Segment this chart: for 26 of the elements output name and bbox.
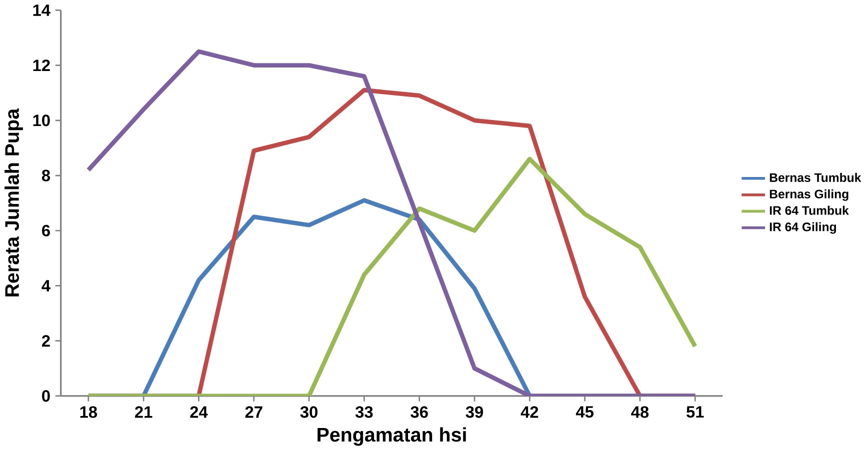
x-axis-title: Pengamatan hsi [318,427,466,446]
y-tick-label: 4 [42,280,50,292]
y-axis-title: Rerata Jumlah Pupa [4,108,23,296]
x-tick-label: 24 [190,406,208,418]
y-tick-label: 0 [42,390,50,402]
x-tick-label: 36 [410,406,428,418]
y-tick-label: 12 [33,59,50,71]
x-tick-label: 18 [80,406,98,418]
legend-label: IR 64 Tumbuk [770,206,849,215]
x-tick-label: 39 [466,406,484,418]
x-tick-label: 27 [245,406,262,418]
x-tick-label: 21 [135,406,152,418]
y-tick-label: 2 [42,334,50,346]
y-tick-label: 14 [33,4,50,16]
x-tick-label: 30 [300,406,318,418]
legend-label: Bernas Giling [770,189,848,201]
x-tick-label: 33 [355,406,373,418]
x-tick-label: 45 [576,406,594,418]
y-tick-label: 6 [42,224,50,236]
y-tick-label: 10 [33,114,50,126]
x-tick-label: 51 [686,406,704,418]
legend-label: Bernas Tumbuk [770,172,862,182]
x-tick-label: 48 [631,406,649,418]
y-tick-label: 8 [42,170,50,182]
x-tick-label: 42 [520,406,538,418]
legend-label: IR 64 Giling [770,222,836,234]
